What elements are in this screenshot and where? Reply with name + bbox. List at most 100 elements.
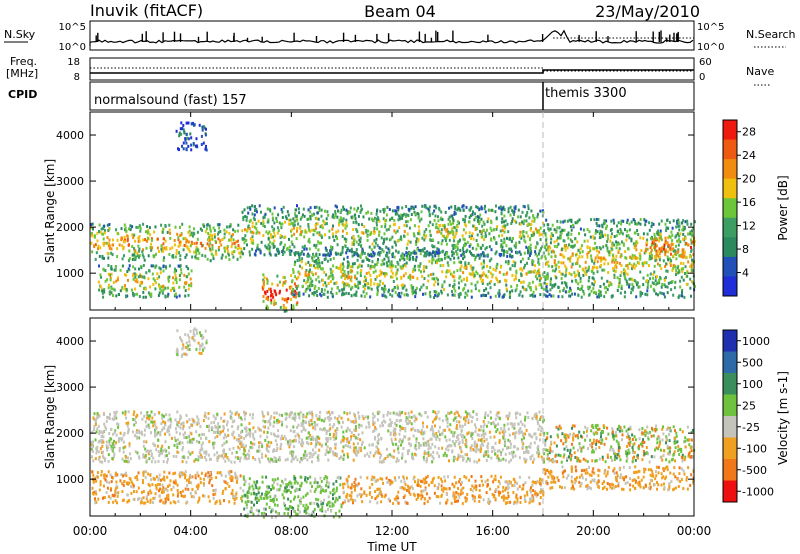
power-cell [630,263,633,267]
power-cell [100,275,102,279]
power-cell [346,249,348,252]
power-cell [464,261,467,265]
velocity-cell [445,454,448,458]
power-cell [147,230,150,234]
power-cell [151,272,154,276]
velocity-cell [164,423,167,427]
power-cell [223,232,226,236]
power-cell [266,279,269,283]
power-cell [339,253,342,256]
power-cell [498,292,501,296]
velocity-cell [482,454,485,458]
velocity-cell [182,424,185,428]
power-cell [107,229,110,233]
power-cell [482,278,484,282]
velocity-cell [133,410,136,414]
power-cell [529,288,532,292]
power-cell [348,284,351,288]
power-cell [645,261,648,265]
velocity-cell [374,452,377,456]
power-cell [515,271,518,275]
velocity-cell [503,423,506,427]
power-cell [429,220,432,224]
power-cell [355,220,357,224]
power-cell [635,240,638,244]
power-cell [670,252,672,256]
power-cell [459,292,462,295]
power-cell [602,282,605,286]
power-cell [396,260,399,264]
power-cell [283,276,286,280]
power-cell [417,237,420,241]
power-cell [525,288,528,292]
power-cell [670,230,673,234]
power-cell [326,259,329,263]
power-cell [681,253,684,256]
power-cell [512,260,515,264]
velocity-cell [97,424,100,428]
power-cell [239,255,242,259]
power-cell [606,249,609,253]
power-cell [201,244,204,248]
power-cell [562,220,565,224]
power-cell [171,254,174,258]
velocity-cell [474,423,476,427]
power-cell [281,297,284,301]
power-cell [457,256,460,260]
power-cell [422,249,425,253]
power-cell [573,271,576,275]
velocity-cell [101,460,104,464]
power-cell [674,280,677,284]
power-cell [311,256,314,260]
power-cell [546,272,549,276]
power-cell [328,229,331,233]
power-cell [606,240,609,243]
power-cell [506,254,509,258]
velocity-cell [450,444,453,448]
velocity-cell [270,441,273,445]
velocity-cell [219,454,222,458]
power-cell [249,253,251,257]
velocity-cell [521,445,524,449]
power-cell [179,240,182,244]
power-cell [599,290,602,294]
velocity-cell [284,412,287,416]
power-cell [403,230,406,233]
velocity-cell [126,431,129,435]
power-cell [599,259,602,263]
power-cell [393,229,396,233]
power-cell [386,264,389,268]
power-cell [273,289,276,293]
power-cell [631,265,634,269]
power-cell [576,219,579,223]
power-cell [544,257,547,261]
velocity-cell [492,445,495,449]
power-cell [384,294,386,298]
power-cell [243,241,246,245]
velocity-cell [411,452,414,456]
velocity-cell [363,446,366,450]
power-cell [353,262,356,266]
power-cell [265,246,268,250]
power-cell [363,287,366,291]
power-cell [442,224,444,228]
power-cell [551,223,554,227]
velocity-cell [316,440,318,444]
power-cell [445,275,448,279]
power-cell [143,258,146,262]
velocity-cell [484,432,487,436]
power-cell [613,260,616,264]
power-cell [268,251,271,255]
velocity-cell [463,416,466,420]
power-cell [412,257,415,261]
power-cell [262,216,265,220]
power-cell [586,252,589,256]
power-cell [671,280,674,283]
power-cell [463,244,466,248]
power-cell [373,245,376,249]
power-cell [626,272,629,276]
power-cell [683,295,686,299]
power-cell [668,234,671,238]
power-cell [331,274,334,277]
power-cell [631,282,634,286]
